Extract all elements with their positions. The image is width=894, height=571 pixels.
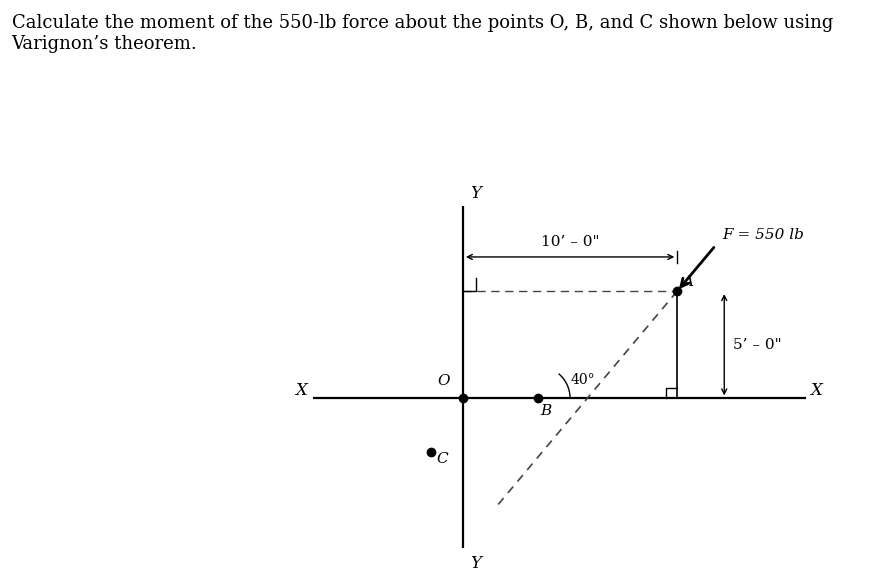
Text: B: B xyxy=(539,404,551,419)
Text: O: O xyxy=(437,373,450,388)
Text: Y: Y xyxy=(470,554,481,571)
Text: 40°: 40° xyxy=(569,372,595,387)
Text: C: C xyxy=(435,452,447,465)
Text: F = 550 lb: F = 550 lb xyxy=(721,228,803,242)
Text: X: X xyxy=(809,382,821,399)
Text: 10’ – 0": 10’ – 0" xyxy=(540,235,599,250)
Text: 5’ – 0": 5’ – 0" xyxy=(732,337,780,352)
Text: Y: Y xyxy=(470,186,481,202)
Text: Calculate the moment of the 550-lb force about the points O, B, and C shown belo: Calculate the moment of the 550-lb force… xyxy=(12,14,832,53)
Text: X: X xyxy=(294,382,307,399)
Text: A: A xyxy=(682,275,693,289)
